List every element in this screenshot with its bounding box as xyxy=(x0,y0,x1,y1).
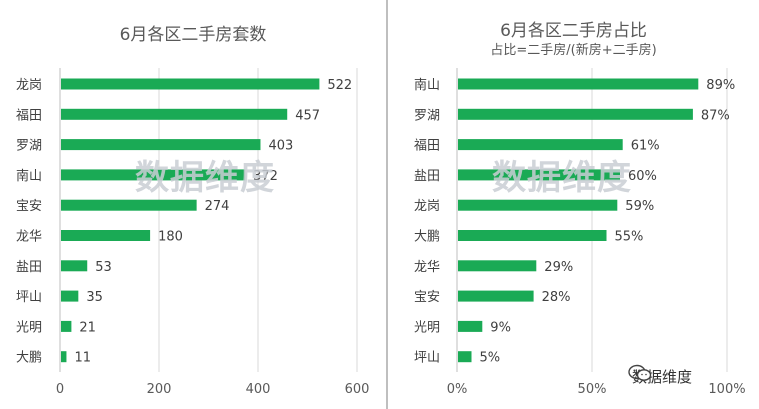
left-x-tick-label: 200 xyxy=(147,382,172,397)
wechat-icon xyxy=(628,364,652,381)
left-value-label: 21 xyxy=(79,320,96,335)
left-category-label: 宝安 xyxy=(16,199,42,214)
right-category-label: 盐田 xyxy=(414,169,440,184)
right-category-label: 坪山 xyxy=(414,351,440,366)
right-value-label: 61% xyxy=(631,139,660,154)
right-bar xyxy=(458,320,483,332)
left-bar xyxy=(61,199,197,211)
right-bar xyxy=(458,78,699,90)
left-value-label: 180 xyxy=(158,230,183,245)
right-category-label: 罗湖 xyxy=(414,108,440,123)
right-bar xyxy=(458,108,693,120)
right-category-label: 宝安 xyxy=(414,290,440,305)
right-bar-chart: 0% 50% 100% 南山 89% 罗湖 87% 福田 61% 盐田 60% 龙岗 59% 大鹏 55% 龙… xyxy=(414,68,746,397)
left-bar xyxy=(61,351,67,363)
right-value-label: 87% xyxy=(701,108,730,123)
left-bar xyxy=(61,139,261,151)
left-value-label: 522 xyxy=(327,78,352,93)
left-value-label: 35 xyxy=(86,290,103,305)
left-value-label: 457 xyxy=(295,108,320,123)
right-value-label: 60% xyxy=(628,169,657,184)
panel-divider xyxy=(386,0,388,409)
left-bar xyxy=(61,108,288,120)
right-bar xyxy=(458,351,472,363)
left-bar xyxy=(61,260,88,272)
left-category-label: 大鹏 xyxy=(16,351,42,366)
right-chart-title: 6月各区二手房占比 xyxy=(500,21,647,41)
right-value-label: 28% xyxy=(542,290,571,305)
left-x-tick-label: 0 xyxy=(56,382,64,397)
left-category-label: 盐田 xyxy=(16,260,42,275)
right-bar xyxy=(458,139,623,151)
right-value-label: 55% xyxy=(615,230,644,245)
brand-badge: 数据维度 xyxy=(628,364,697,388)
right-value-label: 89% xyxy=(706,78,735,93)
right-bar xyxy=(458,260,537,272)
left-category-label: 福田 xyxy=(16,108,42,123)
right-category-label: 福田 xyxy=(414,139,440,154)
right-bar xyxy=(458,169,620,181)
right-x-tick-label: 100% xyxy=(708,382,745,397)
right-bar xyxy=(458,199,618,211)
right-chart-panel: 6月各区二手房占比 占比=二手房/(新房+二手房) 0% 50% 100% 南山 89%… xyxy=(388,0,759,409)
left-bar xyxy=(61,169,246,181)
left-bar xyxy=(61,78,320,90)
left-category-label: 光明 xyxy=(16,320,42,335)
left-category-label: 龙岗 xyxy=(16,78,42,93)
right-category-label: 大鹏 xyxy=(414,230,440,245)
left-value-label: 372 xyxy=(253,169,278,184)
left-value-label: 403 xyxy=(268,139,293,154)
left-value-label: 53 xyxy=(95,260,112,275)
left-x-tick-label: 600 xyxy=(345,382,370,397)
left-category-label: 龙华 xyxy=(16,230,42,245)
right-value-label: 29% xyxy=(544,260,573,275)
left-category-label: 罗湖 xyxy=(16,139,42,154)
right-value-label: 5% xyxy=(480,351,501,366)
right-category-label: 龙华 xyxy=(414,260,440,275)
left-bar xyxy=(61,230,151,241)
left-value-label: 11 xyxy=(74,351,91,366)
left-bar xyxy=(61,320,72,332)
right-category-label: 龙岗 xyxy=(414,199,440,214)
left-value-label: 274 xyxy=(205,199,230,214)
right-category-label: 光明 xyxy=(414,320,440,335)
left-category-label: 南山 xyxy=(16,168,42,184)
left-chart-title: 6月各区二手房套数 xyxy=(119,25,267,45)
left-category-label: 坪山 xyxy=(16,290,42,305)
left-chart-panel: 6月各区二手房套数 0 200 400 600 龙岗 522 福田 457 罗湖 403 南山 372… xyxy=(16,25,370,397)
right-x-tick-label: 0% xyxy=(447,382,468,397)
right-value-label: 59% xyxy=(625,199,654,214)
right-value-label: 9% xyxy=(490,320,511,335)
left-bar xyxy=(61,290,79,302)
right-bar xyxy=(458,230,607,241)
right-bar xyxy=(458,290,534,302)
left-x-tick-label: 400 xyxy=(246,382,271,397)
right-x-tick-label: 50% xyxy=(578,382,607,397)
right-category-label: 南山 xyxy=(414,77,440,93)
right-chart-subtitle: 占比=二手房/(新房+二手房) xyxy=(490,43,657,58)
left-bar-chart: 0 200 400 600 龙岗 522 福田 457 罗湖 403 南山 372 宝安 274 龙华 180… xyxy=(16,68,370,397)
